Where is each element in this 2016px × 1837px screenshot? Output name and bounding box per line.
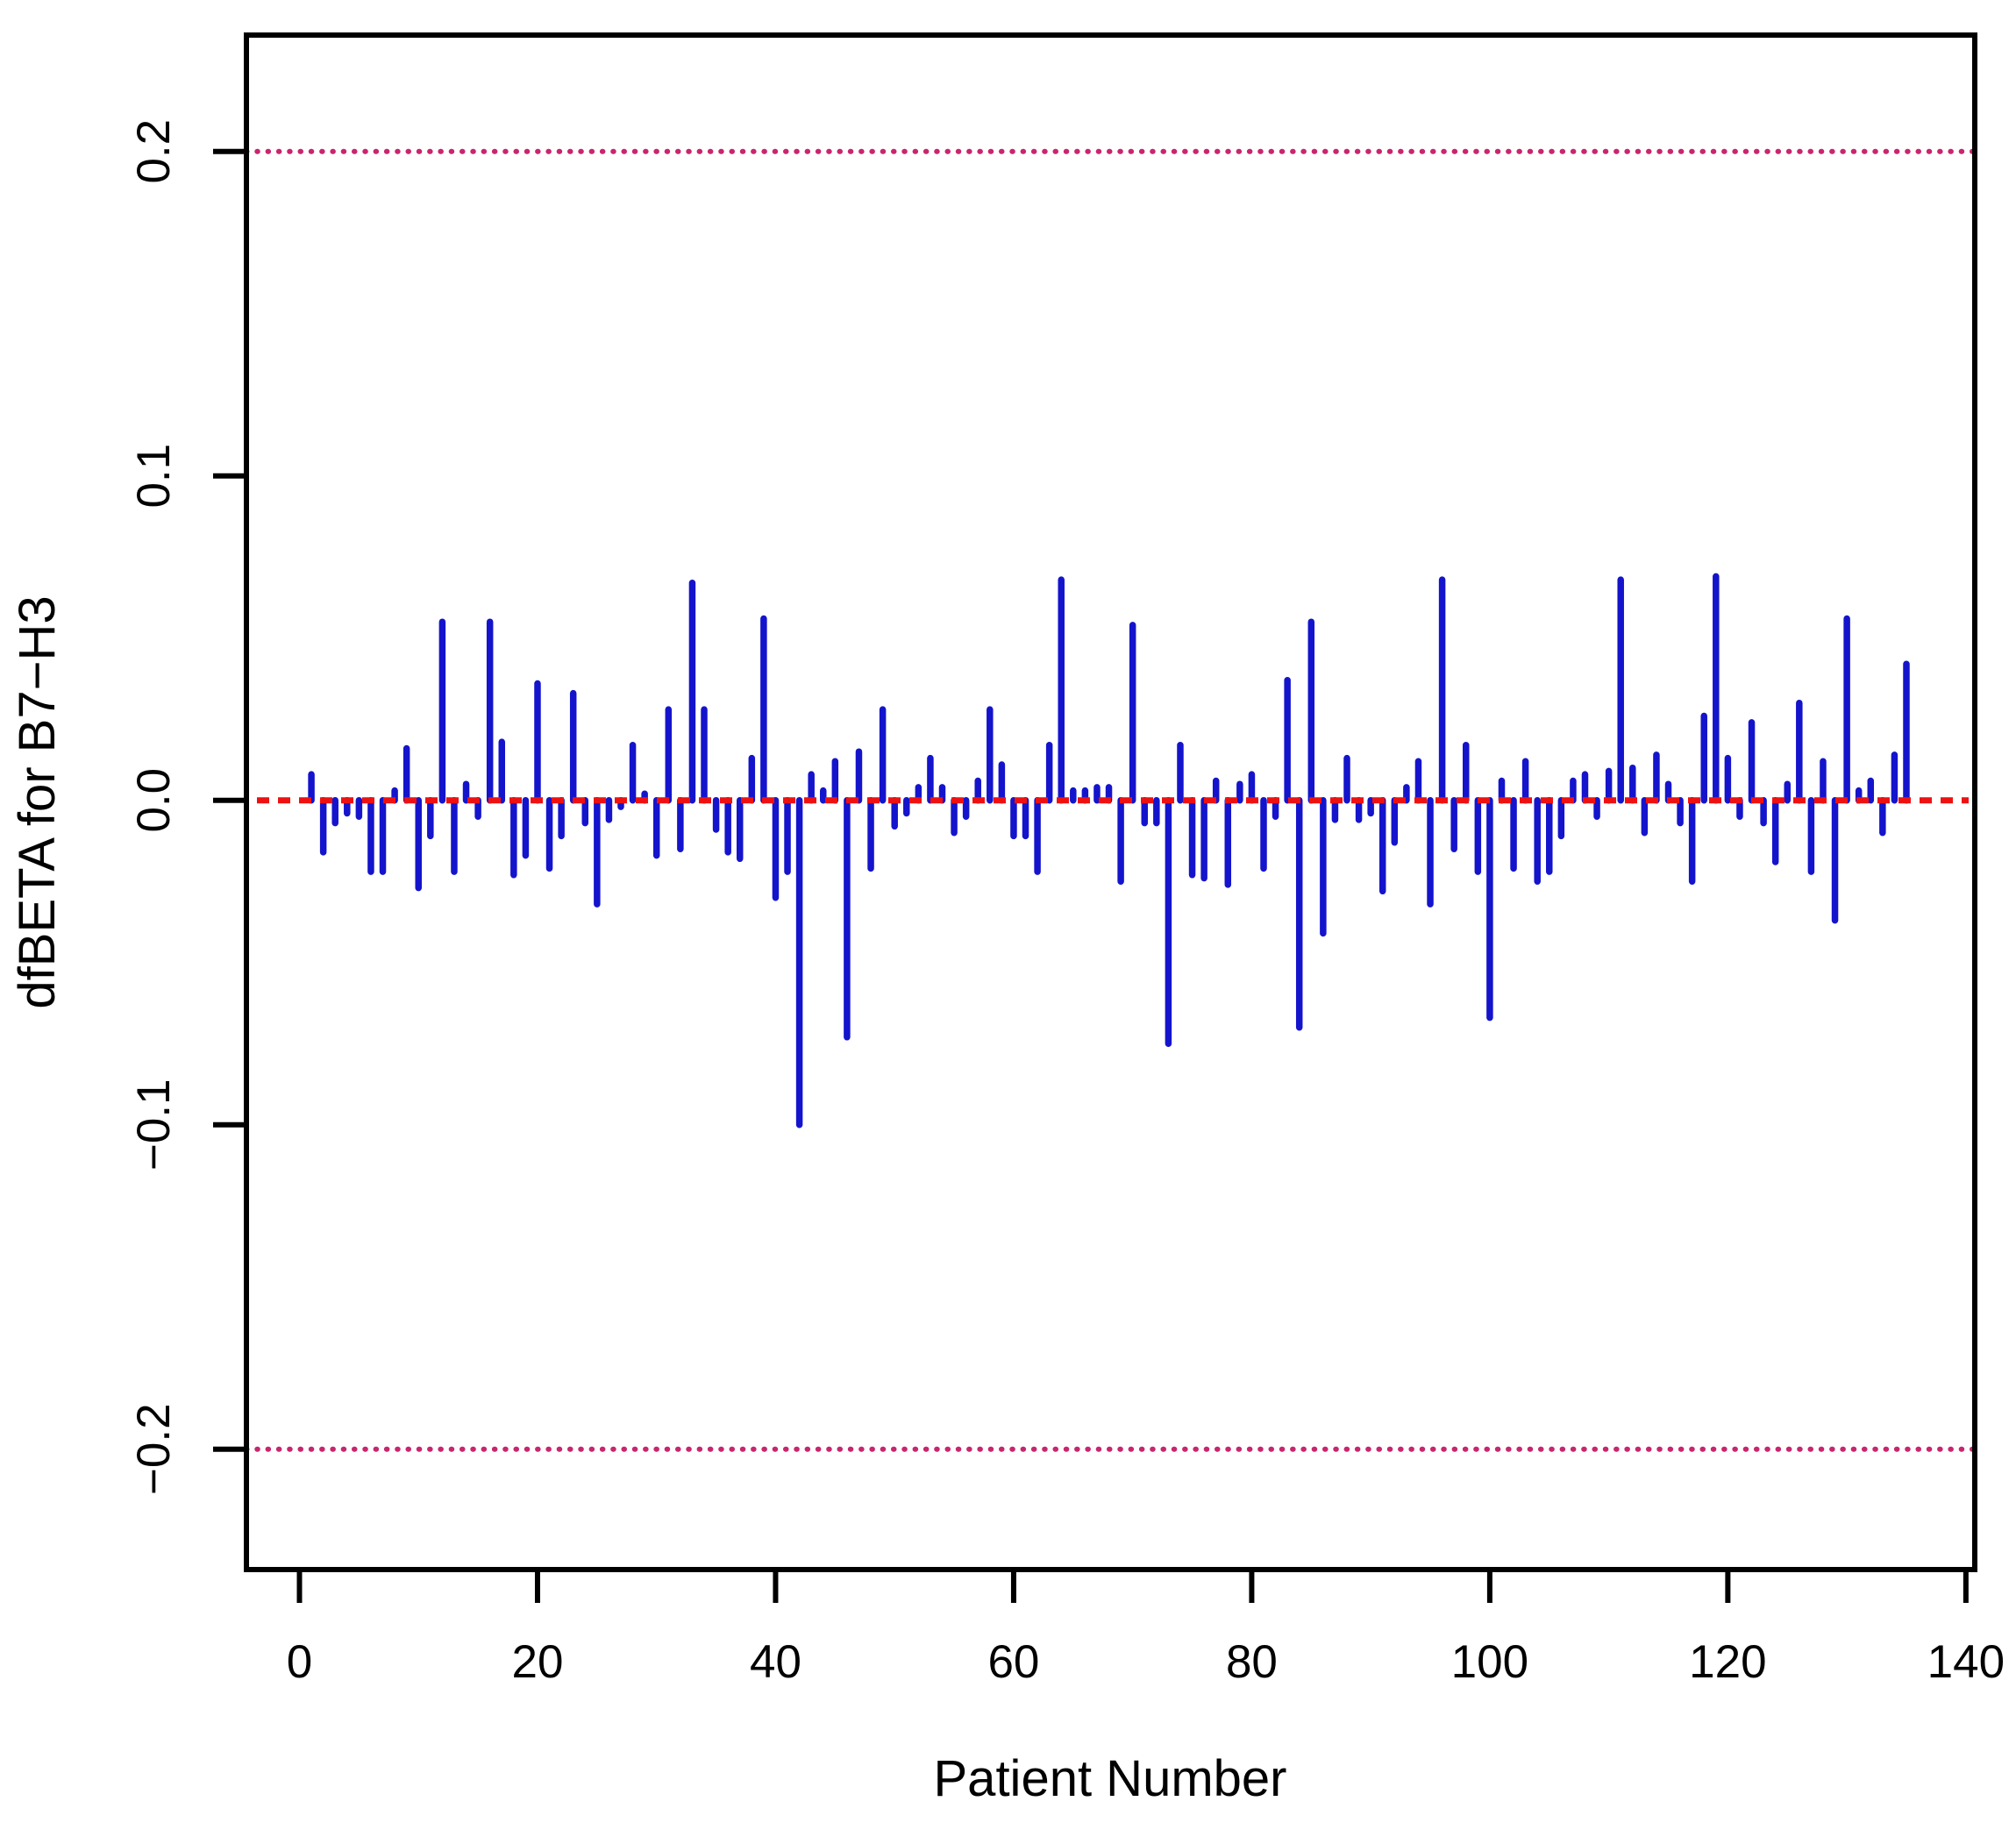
x-tick-label: 140 [1927, 1636, 2005, 1688]
x-tick-label: 60 [987, 1636, 1039, 1688]
y-axis: 0.2 0.1 0.0 −0.1 −0.2 [128, 119, 246, 1495]
y-axis-title: dfBETA for B7−H3 [9, 595, 66, 1008]
x-tick-label: 0 [287, 1636, 312, 1688]
x-axis-title: Patient Number [934, 1750, 1287, 1807]
y-tick-label: 0.0 [128, 768, 180, 833]
x-tick-label: 80 [1226, 1636, 1278, 1688]
y-tick-label: −0.2 [128, 1403, 180, 1495]
dfbeta-bars [308, 573, 1910, 1129]
x-tick-label: 40 [750, 1636, 801, 1688]
x-tick-label: 20 [512, 1636, 564, 1688]
x-tick-label: 100 [1451, 1636, 1528, 1688]
y-tick-label: −0.1 [128, 1079, 180, 1171]
y-tick-label: 0.1 [128, 444, 180, 509]
x-tick-label: 120 [1689, 1636, 1766, 1688]
x-axis: 0 20 40 60 80 100 120 140 [287, 1570, 2005, 1688]
threshold-lines [244, 148, 1977, 1452]
y-tick-label: 0.2 [128, 119, 180, 184]
